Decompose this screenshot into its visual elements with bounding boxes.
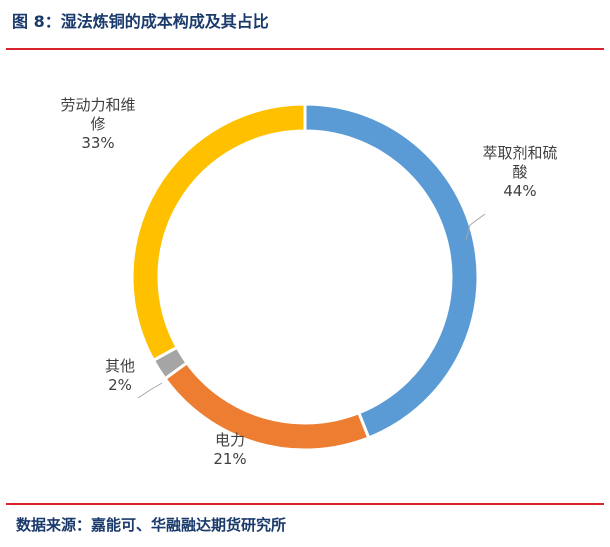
slice-value-0: 44%: [503, 182, 536, 200]
slice-label-1: 电力 21%: [213, 431, 246, 468]
data-source: 数据来源：嘉能可、华融融达期货研究所: [16, 516, 287, 534]
slice-label-0: 萃取剂和硫酸 44%: [482, 144, 557, 200]
slice-1: [162, 360, 371, 452]
slice-label-3: 劳动力和维修 33%: [60, 96, 135, 152]
slice-labels: 萃取剂和硫酸 44% 电力 21% 其他 2% 劳动力和维修 33%: [60, 96, 557, 468]
slice-name-2: 其他: [105, 357, 135, 375]
leader-line-0: [465, 213, 486, 241]
slice-name-0: 酸: [512, 163, 527, 181]
slice-name-3: 劳动力和维: [60, 96, 135, 114]
top-divider: [6, 48, 604, 50]
slice-3: [130, 102, 307, 363]
leader-lines: [137, 213, 486, 399]
slice-name-1: 电力: [215, 431, 245, 449]
slice-label-2: 其他 2%: [105, 357, 135, 394]
slice-value-2: 2%: [108, 376, 132, 394]
slice-name-3: 修: [90, 115, 105, 133]
slice-value-3: 33%: [81, 134, 114, 152]
slice-name-0: 萃取剂和硫: [482, 144, 557, 162]
donut-slices: [130, 102, 480, 452]
chart-title: 图 8：湿法炼铜的成本构成及其占比: [12, 12, 269, 31]
slice-value-1: 21%: [213, 450, 246, 468]
bottom-divider: [6, 503, 604, 505]
leader-line-2: [137, 382, 163, 399]
slice-0: [303, 102, 480, 440]
